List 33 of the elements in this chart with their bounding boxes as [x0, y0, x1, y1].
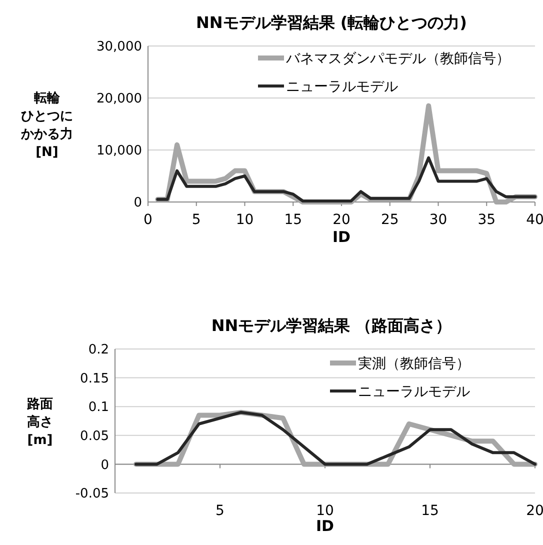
- x-tick-label: 5: [216, 503, 224, 519]
- y-axis-title: 路面高さ[m]: [26, 397, 53, 448]
- x-tick-label: 10: [236, 212, 254, 228]
- y-tick-label: 20,000: [96, 92, 142, 107]
- legend-label: 実測（教師信号）: [358, 356, 470, 372]
- y-tick-label: 30,000: [96, 40, 142, 55]
- chart-title: NNモデル学習結果 (転輪ひとつの力): [196, 13, 467, 32]
- y-tick-label: 0.05: [80, 428, 109, 444]
- x-tick-label: 25: [380, 212, 399, 228]
- chart-title: NNモデル学習結果 （路面高さ）: [211, 316, 452, 335]
- y-tick-label: 0.15: [80, 371, 109, 386]
- x-tick-label: 15: [284, 212, 302, 228]
- legend-label: ニューラルモデル: [358, 384, 470, 400]
- legend-label: バネマスダンパモデル（教師信号）: [285, 50, 510, 67]
- x-axis-title: ID: [332, 228, 351, 246]
- y-tick-label: 0.1: [88, 400, 109, 416]
- x-tick-label: 15: [421, 503, 439, 519]
- x-tick-label: 30: [429, 212, 448, 228]
- x-tick-label: 40: [526, 212, 543, 228]
- x-tick-label: 35: [478, 212, 496, 228]
- x-tick-label: 20: [332, 212, 350, 228]
- y-tick-label: 0: [134, 196, 142, 211]
- y-tick-label: -0.05: [75, 486, 109, 502]
- x-tick-label: 5: [192, 212, 201, 228]
- y-tick-label: 0.2: [88, 342, 109, 358]
- y-tick-label: 0: [100, 458, 109, 473]
- x-tick-label: 10: [316, 503, 334, 519]
- y-axis-title: 転輪ひとつにかかる力[N]: [20, 91, 73, 160]
- x-tick-label: 20: [526, 503, 543, 519]
- legend-label: ニューラルモデル: [286, 78, 398, 95]
- y-tick-label: 10,000: [96, 144, 142, 159]
- x-tick-label: 0: [144, 212, 152, 228]
- x-axis-title: ID: [316, 517, 334, 535]
